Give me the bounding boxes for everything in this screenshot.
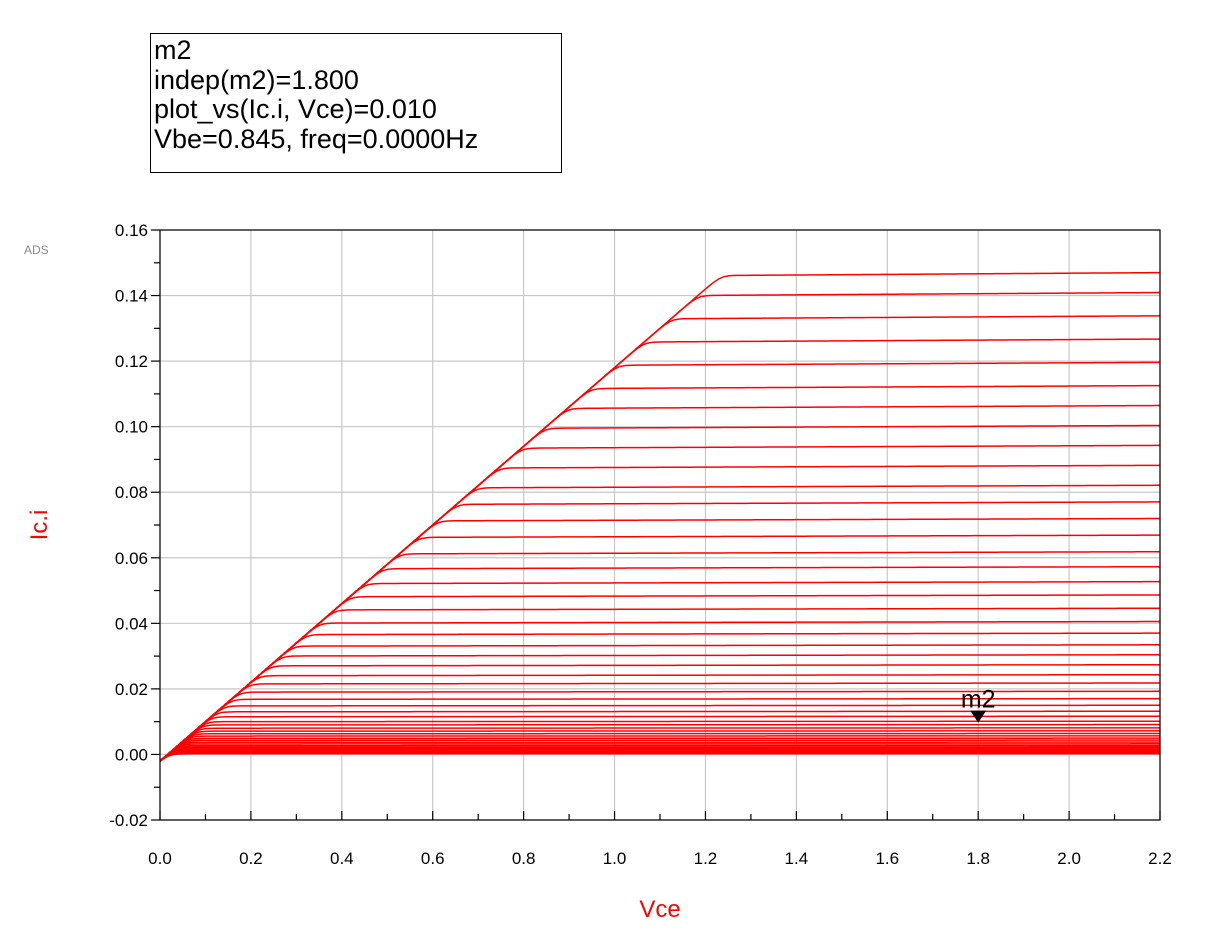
x-tick-label-8: 1.6 xyxy=(875,849,899,868)
ic-curve-7 xyxy=(159,747,1160,762)
x-axis-title: Vce xyxy=(639,896,680,923)
y-tick-label-7: 0.12 xyxy=(115,352,148,371)
ic-curve-46 xyxy=(159,361,1161,762)
y-tick-label-1: 0.00 xyxy=(115,745,148,764)
ic-curve-26 xyxy=(159,673,1161,762)
ic-curve-27 xyxy=(159,663,1161,762)
ic-curve-9 xyxy=(159,744,1160,762)
ic-curve-25 xyxy=(159,682,1160,762)
x-tick-label-11: 2.2 xyxy=(1148,849,1172,868)
x-tick-label-1: 0.2 xyxy=(239,849,263,868)
ic-curve-30 xyxy=(159,632,1160,762)
y-tick-label-0: -0.02 xyxy=(109,811,148,830)
ic-curve-47 xyxy=(159,338,1161,762)
ic-curve-19 xyxy=(159,720,1161,762)
ic-curve-28 xyxy=(159,654,1161,762)
ic-curve-13 xyxy=(159,737,1160,762)
ic-curve-48 xyxy=(159,315,1161,762)
x-tick-label-0: 0.0 xyxy=(148,849,172,868)
axis-ticks xyxy=(151,229,1161,821)
ic-curve-11 xyxy=(159,741,1160,762)
y-tick-label-2: 0.02 xyxy=(115,680,148,699)
y-tick-label-9: 0.16 xyxy=(115,221,148,240)
ic-curve-4 xyxy=(159,750,1160,762)
x-tick-label-5: 1.0 xyxy=(603,849,627,868)
ic-curve-23 xyxy=(159,697,1160,762)
y-tick-label-4: 0.06 xyxy=(115,549,148,568)
ic-curve-15 xyxy=(159,732,1160,762)
marker-readout-line-name: m2 xyxy=(154,35,192,65)
y-tick-labels: -0.02 0.00 0.02 0.04 0.06 0.08 0.10 0.12 0.14 0.1… xyxy=(109,221,148,830)
marker-m2[interactable]: m2 xyxy=(961,686,996,723)
x-tick-label-4: 0.8 xyxy=(512,849,536,868)
x-tick-label-6: 1.2 xyxy=(694,849,718,868)
ic-curve-50 xyxy=(159,271,1161,762)
ic-curve-6 xyxy=(159,748,1160,762)
marker-readout-line-value: plot_vs(Ic.i, Vce)=0.010 xyxy=(154,94,437,124)
ic-curve-31 xyxy=(159,620,1161,762)
ic-curve-10 xyxy=(159,743,1160,762)
y-axis-title: Ic.i xyxy=(26,510,53,541)
marker-m2-arrow-icon[interactable] xyxy=(970,710,987,723)
ic-curve-22 xyxy=(159,704,1161,762)
y-tick-label-5: 0.08 xyxy=(115,483,148,502)
y-tick-label-3: 0.04 xyxy=(115,614,148,633)
ic-curve-37 xyxy=(159,534,1161,762)
marker-readout-line-indep: indep(m2)=1.800 xyxy=(154,64,359,95)
ic-curve-29 xyxy=(159,644,1160,762)
ic-curve-17 xyxy=(159,727,1160,762)
curve-family xyxy=(159,271,1161,762)
ic-curve-24 xyxy=(159,690,1160,762)
x-tick-label-10: 2.0 xyxy=(1057,849,1081,868)
ic-curve-5 xyxy=(159,749,1160,762)
ic-curve-21 xyxy=(159,710,1160,762)
ic-curve-12 xyxy=(159,739,1160,762)
marker-m2-label: m2 xyxy=(961,686,996,714)
x-tick-label-7: 1.4 xyxy=(785,849,809,868)
x-tick-label-9: 1.8 xyxy=(966,849,990,868)
ic-curve-20 xyxy=(159,715,1160,762)
x-tick-label-3: 0.6 xyxy=(421,849,445,868)
marker-readout-box[interactable]: m2 indep(m2)=1.800 plot_vs(Ic.i, Vce)=0.… xyxy=(150,33,562,173)
x-tick-labels: 0.0 0.2 0.4 0.6 0.8 1.0 1.2 1.4 1.6 1.8 2.0 2.2 xyxy=(148,849,1172,868)
y-tick-label-8: 0.14 xyxy=(115,287,148,306)
ic-curve-14 xyxy=(159,735,1160,762)
x-tick-label-2: 0.4 xyxy=(330,849,354,868)
ic-curve-18 xyxy=(159,723,1160,762)
marker-readout-line-params: Vbe=0.845, freq=0.0000Hz xyxy=(154,123,479,154)
ic-curve-8 xyxy=(159,746,1160,762)
ads-watermark: ADS xyxy=(24,243,49,257)
ic-curve-16 xyxy=(159,730,1160,762)
y-tick-label-6: 0.10 xyxy=(115,418,148,437)
